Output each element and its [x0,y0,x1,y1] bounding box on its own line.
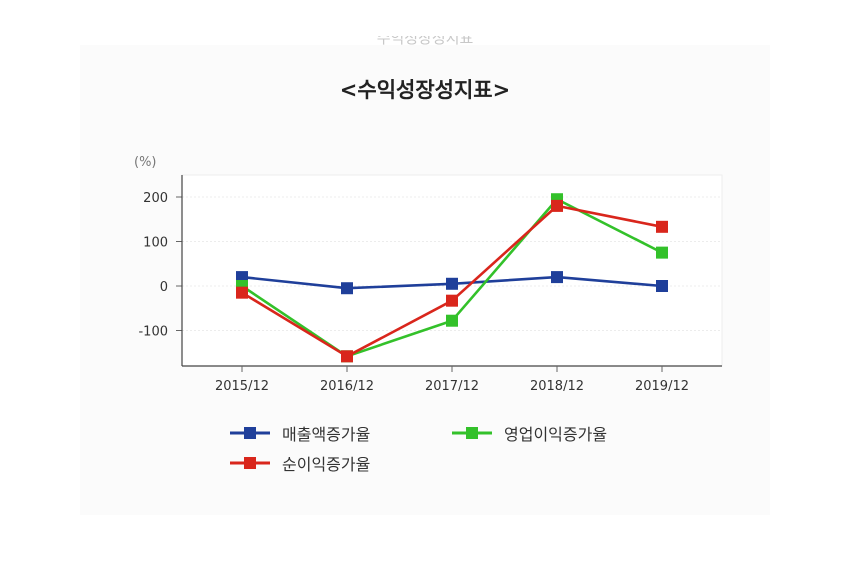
data-point-2-3 [551,199,563,212]
y-tick-label: -100 [138,325,168,340]
chart-title: <수익성장성지표> [339,78,511,102]
data-point-2-0 [236,286,248,299]
data-point-2-1 [341,350,353,363]
data-point-2-4 [656,220,668,233]
legend-item-net-income-growth[interactable]: 순이익증가율 [228,451,370,475]
legend-label-net-income-growth: 순이익증가율 [282,455,371,474]
y-tick-label: 0 [160,280,168,295]
faded-chart-title: 수익성장성지표 [376,36,474,46]
legend-label-operating-profit-growth: 영업이익증가율 [504,425,608,444]
legend-swatch-sales-growth [230,427,270,439]
y-unit-label: (%) [134,155,157,170]
data-point-1-4 [656,246,668,259]
x-tick-label: 2016/12 [320,379,374,394]
x-tick-label: 2015/12 [215,379,269,394]
data-point-0-4 [656,280,668,292]
data-point-0-2 [446,277,458,290]
legend-swatch-operating-profit-growth [452,427,492,439]
legend-swatch-net-income-growth [230,457,270,469]
legend-item-operating-profit-growth[interactable]: 영업이익증가율 [450,421,607,445]
data-point-1-2 [446,314,458,327]
x-tick-label: 2019/12 [635,379,689,394]
data-point-0-3 [551,271,563,284]
plot-area [181,174,723,367]
y-tick-label: 200 [143,191,168,206]
data-point-0-1 [341,282,353,295]
x-tick-label: 2018/12 [530,379,584,394]
legend-label-sales-growth: 매출액증가율 [282,425,371,444]
y-tick-label: 100 [143,236,168,251]
data-point-2-2 [446,294,458,307]
x-tick-label: 2017/12 [425,379,479,394]
legend-item-sales-growth[interactable]: 매출액증가율 [228,421,370,445]
